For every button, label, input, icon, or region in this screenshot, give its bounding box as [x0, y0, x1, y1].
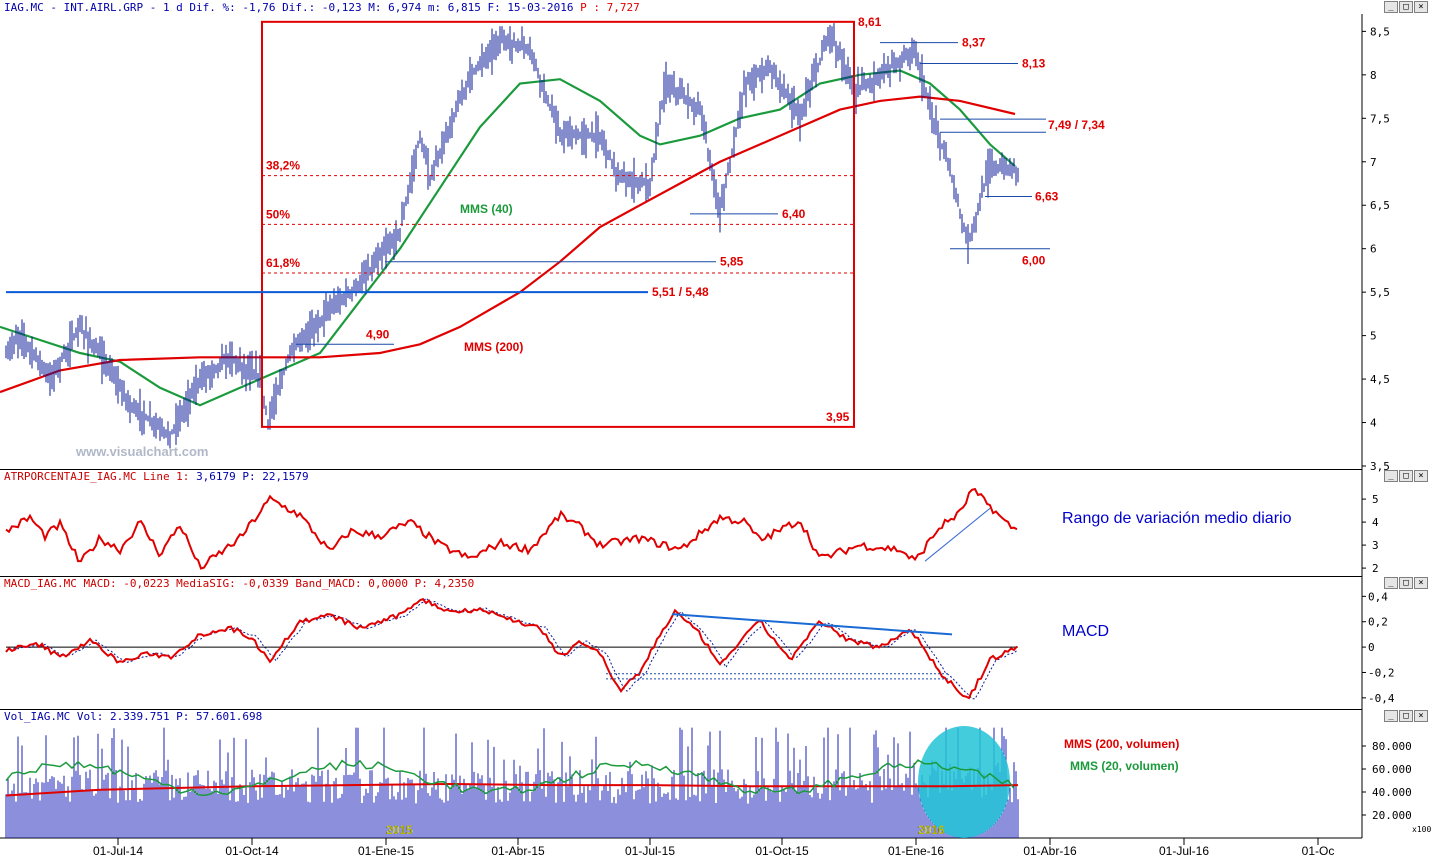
vol-mms20-label: MMS (20, volumen): [1070, 759, 1179, 773]
year-marker-2016: 2016: [918, 823, 945, 837]
x-tick-label: 01-Oct-14: [225, 844, 279, 857]
close-button[interactable]: ×: [1414, 1, 1428, 13]
price-y-tick-label: 8,5: [1370, 25, 1390, 38]
atr-line: [5, 487, 1018, 570]
price-y-tick-label: 7: [1370, 156, 1377, 169]
price-y-tick-label: 3,5: [1370, 460, 1390, 473]
vol-minimize-button[interactable]: _: [1384, 710, 1398, 722]
vol-panel-title: Vol_IAG.MC Vol: 2.339.751 P: 57.601.698: [4, 710, 262, 723]
vol-mms20-line: [5, 759, 1015, 797]
macd-trendline: [671, 613, 953, 636]
vol-close-button[interactable]: ×: [1414, 710, 1428, 722]
level-label: 5,85: [720, 255, 744, 269]
price-y-tick-label: 4,5: [1370, 373, 1390, 386]
level-label: 6,00: [1022, 254, 1046, 268]
panel-separator: [0, 576, 1362, 577]
macd-close-button[interactable]: ×: [1414, 577, 1428, 589]
vol-y-tick-label: 60.000: [1372, 763, 1412, 776]
price-header-p: P : 7,727: [580, 1, 640, 14]
vol-y-tick-label: 40.000: [1372, 786, 1412, 799]
vol-mms200-label: MMS (200, volumen): [1064, 737, 1179, 751]
level-label: 3,95: [826, 410, 850, 424]
fibonacci-label: 61,8%: [266, 256, 300, 270]
maximize-button[interactable]: □: [1399, 1, 1413, 13]
x-tick-label: 01-Oc: [1302, 844, 1335, 857]
price-y-tick-label: 8: [1370, 69, 1377, 82]
x-tick-label: 01-Jul-16: [1159, 844, 1209, 857]
macd-panel-title: MACD_IAG.MC MACD: -0,0223 MediaSIG: -0,0…: [4, 577, 474, 590]
level-label: 8,37: [962, 36, 986, 50]
mms40-label: MMS (40): [460, 202, 513, 216]
level-label: 6,40: [782, 207, 806, 221]
atr-y-tick-label: 2: [1372, 562, 1379, 575]
panel-separator: [0, 469, 1362, 470]
mms200-label: MMS (200): [464, 340, 523, 354]
atr-header-prefix: ATRPORCENTAJE_IAG.MC Line 1:: [4, 470, 190, 483]
fibonacci-label: 50%: [266, 207, 290, 221]
macd-y-tick-label: 0,4: [1368, 590, 1388, 603]
price-y-tick-label: 5: [1370, 330, 1377, 343]
atr-panel-title: ATRPORCENTAJE_IAG.MC Line 1: 3,6179 P: 2…: [4, 470, 309, 483]
macd-line: [5, 597, 1018, 700]
x-tick-label: 01-Jul-15: [625, 844, 675, 857]
x-tick-label: 01-Abr-16: [1023, 844, 1077, 857]
macd-header-text: MACD_IAG.MC MACD: -0,0223 MediaSIG: -0,0…: [4, 577, 475, 590]
macd-y-tick-label: 0,2: [1368, 616, 1388, 629]
volume-highlight-circle: [918, 726, 1010, 838]
x-tick-label: 01-Abr-15: [491, 844, 545, 857]
atr-y-tick-label: 4: [1372, 516, 1379, 529]
macd-window-buttons: _ □ ×: [1384, 577, 1428, 589]
year-marker-2015: 2015: [386, 823, 413, 837]
vol-y-tick-label: 80.000: [1372, 740, 1412, 753]
price-y-tick-label: 4: [1370, 417, 1377, 430]
level-label: 5,51 / 5,48: [652, 285, 709, 299]
macd-signal-line: [5, 597, 1018, 700]
atr-description-label: Rango de variación medio diario: [1062, 510, 1292, 527]
atr-window-buttons: _ □ ×: [1384, 470, 1428, 482]
price-y-tick-label: 7,5: [1370, 112, 1390, 125]
vol-y-tick-label: 20.000: [1372, 809, 1412, 822]
x-tick-label: 01-Oct-15: [755, 844, 809, 857]
atr-y-tick-label: 5: [1372, 493, 1379, 506]
x-tick-label: 01-Jul-14: [93, 844, 143, 857]
price-header-text: IAG.MC - INT.AIRL.GRP - 1 d Dif. %: -1,7…: [4, 1, 574, 14]
x-tick-label: 01-Ene-16: [888, 844, 944, 857]
price-panel-title: IAG.MC - INT.AIRL.GRP - 1 d Dif. %: -1,7…: [4, 1, 640, 14]
price-y-tick-label: 5,5: [1370, 286, 1390, 299]
panel-separator: [0, 709, 1362, 710]
macd-y-tick-label: -0,2: [1368, 666, 1395, 679]
mms40-line: [0, 69, 1016, 407]
watermark: www.visualchart.com: [76, 444, 209, 459]
vol-window-buttons: _ □ ×: [1384, 710, 1428, 722]
level-label: 8,61: [858, 15, 882, 29]
level-label: 8,13: [1022, 57, 1046, 71]
macd-maximize-button[interactable]: □: [1399, 577, 1413, 589]
atr-maximize-button[interactable]: □: [1399, 470, 1413, 482]
atr-close-button[interactable]: ×: [1414, 470, 1428, 482]
price-y-tick-label: 6: [1370, 243, 1377, 256]
minimize-button[interactable]: _: [1384, 1, 1398, 13]
level-label: 7,49 / 7,34: [1048, 118, 1105, 132]
macd-y-tick-label: -0,4: [1368, 692, 1395, 705]
macd-y-tick-label: 0: [1368, 641, 1375, 654]
atr-trendline: [924, 507, 991, 562]
price-y-tick-label: 6,5: [1370, 199, 1390, 212]
macd-minimize-button[interactable]: _: [1384, 577, 1398, 589]
x-tick-label: 01-Ene-15: [358, 844, 414, 857]
vol-unit-label: x100: [1412, 825, 1431, 834]
level-label: 6,63: [1035, 190, 1059, 204]
atr-minimize-button[interactable]: _: [1384, 470, 1398, 482]
price-window-buttons: _ □ ×: [1384, 1, 1428, 13]
atr-y-tick-label: 3: [1372, 539, 1379, 552]
level-label: 4,90: [366, 327, 390, 341]
fibonacci-label: 38,2%: [266, 159, 300, 173]
macd-description-label: MACD: [1062, 623, 1110, 640]
vol-maximize-button[interactable]: □: [1399, 710, 1413, 722]
vol-mms200-line: [5, 782, 1019, 797]
atr-header-values: 3,6179 P: 22,1579: [196, 470, 309, 483]
vol-header-text: Vol_IAG.MC Vol: 2.339.751 P: 57.601.698: [4, 710, 263, 723]
